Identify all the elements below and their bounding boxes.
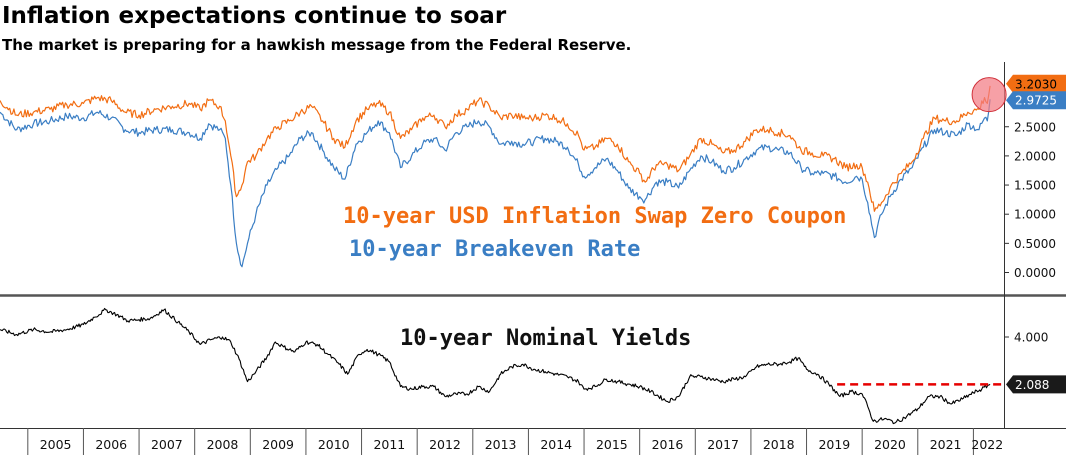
x-tick-label: 2010 [318, 437, 350, 452]
y-tick-label-upper: 1.0000 [1014, 208, 1056, 222]
highlight-circle [971, 77, 1007, 113]
annotation-nominal: 10-year Nominal Yields [400, 326, 691, 351]
x-tick-label: 2021 [930, 437, 962, 452]
y-tick-label-upper: 1.5000 [1014, 179, 1056, 193]
y-tick-label-upper: 0.5000 [1014, 237, 1056, 251]
y-tick-label-upper: 0.0000 [1014, 266, 1056, 280]
x-tick-label: 2017 [707, 437, 739, 452]
chart-title: Inflation expectations continue to soar [2, 3, 507, 29]
breakeven-last-value: 2.9725 [1015, 94, 1057, 108]
x-tick-label: 2012 [429, 437, 461, 452]
series-line-breakeven [0, 99, 991, 268]
x-tick-label: 2013 [485, 437, 517, 452]
x-tick-label: 2006 [95, 437, 127, 452]
nominal-last-value: 2.088 [1015, 378, 1049, 392]
y-tick-label-upper: 2.0000 [1014, 149, 1056, 163]
x-tick-label: 2018 [763, 437, 795, 452]
swap-last-tag [1006, 74, 1066, 93]
x-tick-label: 2007 [151, 437, 183, 452]
x-tick-label: 2015 [596, 437, 628, 452]
chart-subtitle: The market is preparing for a hawkish me… [2, 36, 632, 54]
x-tick-label: 2020 [874, 437, 906, 452]
x-tick-label: 2011 [373, 437, 405, 452]
nominal-last-tag [1006, 375, 1066, 394]
x-tick-label: 2005 [40, 437, 72, 452]
x-tick-label: 2022 [971, 437, 1003, 452]
y-tick-label-lower: 4.000 [1014, 331, 1048, 345]
x-tick-label: 2014 [540, 437, 572, 452]
series-line-swap [0, 85, 991, 212]
swap-last-value: 3.2030 [1015, 77, 1057, 91]
annotation-swap: 10-year USD Inflation Swap Zero Coupon [343, 204, 846, 229]
series-line-nominal [0, 307, 991, 425]
annotation-breakeven: 10-year Breakeven Rate [349, 237, 640, 262]
x-tick-label: 2008 [207, 437, 239, 452]
breakeven-last-tag [1006, 91, 1066, 110]
x-tick-label: 2009 [262, 437, 294, 452]
y-tick-label-upper: 2.5000 [1014, 120, 1056, 134]
x-tick-label: 2019 [818, 437, 850, 452]
x-tick-label: 2016 [652, 437, 684, 452]
